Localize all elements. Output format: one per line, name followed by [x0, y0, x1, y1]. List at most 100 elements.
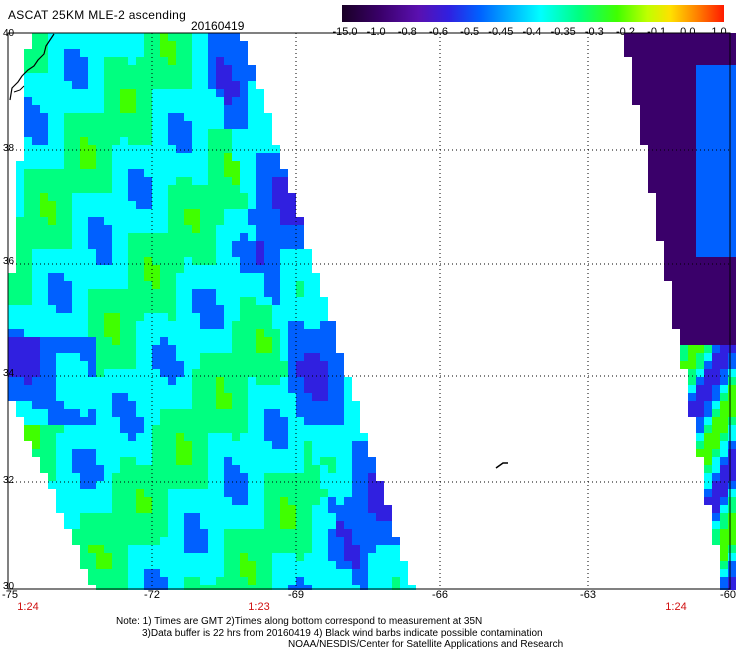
swath-cell: [232, 377, 240, 385]
swath-cell: [64, 441, 72, 449]
swath-cell: [40, 57, 48, 65]
swath-cell: [72, 521, 80, 529]
swath-cell: [96, 393, 104, 401]
swath-cell: [272, 217, 280, 225]
swath-cell: [144, 257, 152, 265]
swath-cell: [344, 465, 352, 473]
swath-cell: [240, 537, 248, 545]
swath-cell: [160, 449, 168, 457]
swath-cell: [712, 257, 720, 265]
swath-cell: [112, 297, 120, 305]
swath-cell: [720, 585, 728, 590]
swath-cell: [280, 329, 288, 337]
swath-cell: [136, 177, 144, 185]
swath-cell: [88, 209, 96, 217]
swath-cell: [200, 289, 208, 297]
swath-cell: [288, 249, 296, 257]
swath-cell: [200, 353, 208, 361]
swath-cell: [104, 377, 112, 385]
swath-cell: [168, 401, 176, 409]
swath-cell: [640, 137, 648, 145]
lat-label-36: 36: [3, 256, 15, 267]
swath-cell: [152, 225, 160, 233]
swath-cell: [96, 345, 104, 353]
swath-cell: [720, 497, 728, 505]
swath-cell: [144, 193, 152, 201]
swath-cell: [176, 329, 184, 337]
swath-cell: [344, 497, 352, 505]
swath-cell: [128, 177, 136, 185]
swath-cell: [240, 297, 248, 305]
swath-cell: [704, 497, 712, 505]
swath-cell: [208, 113, 216, 121]
swath-cell: [304, 529, 312, 537]
swath-cell: [272, 145, 280, 153]
swath-cell: [240, 497, 248, 505]
swath-cell: [312, 577, 320, 585]
swath-cell: [728, 345, 736, 353]
swath-cell: [32, 201, 40, 209]
swath-cell: [712, 249, 720, 257]
swath-cell: [264, 129, 272, 137]
swath-cell: [384, 513, 392, 521]
swath-cell: [120, 57, 128, 65]
swath-cell: [192, 73, 200, 81]
swath-cell: [72, 153, 80, 161]
swath-cell: [192, 393, 200, 401]
swath-cell: [144, 265, 152, 273]
swath-cell: [72, 321, 80, 329]
swath-cell: [696, 121, 704, 129]
swath-cell: [152, 561, 160, 569]
swath-cell: [208, 313, 216, 321]
swath-cell: [712, 225, 720, 233]
swath-cell: [192, 249, 200, 257]
swath-cell: [288, 337, 296, 345]
swath-cell: [200, 153, 208, 161]
swath-cell: [112, 89, 120, 97]
swath-cell: [32, 89, 40, 97]
swath-cell: [248, 369, 256, 377]
swath-cell: [304, 489, 312, 497]
swath-cell: [688, 153, 696, 161]
swath-cell: [64, 153, 72, 161]
swath-cell: [648, 145, 656, 153]
swath-cell: [160, 289, 168, 297]
swath-cell: [72, 81, 80, 89]
swath-cell: [128, 161, 136, 169]
swath-cell: [704, 481, 712, 489]
swath-cell: [184, 73, 192, 81]
swath-cell: [152, 113, 160, 121]
swath-cell: [344, 425, 352, 433]
swath-cell: [688, 345, 696, 353]
swath-cell: [712, 129, 720, 137]
swath-cell: [720, 553, 728, 561]
swath-cell: [64, 401, 72, 409]
swath-cell: [64, 281, 72, 289]
swath-cell: [728, 129, 736, 137]
swath-cell: [328, 401, 336, 409]
swath-cell: [88, 577, 96, 585]
swath-cell: [64, 409, 72, 417]
swath-cell: [160, 361, 168, 369]
swath-cell: [232, 409, 240, 417]
swath-cell: [128, 65, 136, 73]
swath-cell: [184, 585, 192, 590]
swath-cell: [72, 297, 80, 305]
swath-cell: [176, 65, 184, 73]
swath-cell: [176, 489, 184, 497]
swath-cell: [360, 553, 368, 561]
swath-cell: [312, 561, 320, 569]
swath-cell: [264, 305, 272, 313]
swath-cell: [176, 41, 184, 49]
swath-cell: [392, 585, 400, 590]
swath-cell: [32, 41, 40, 49]
swath-cell: [248, 89, 256, 97]
swath-cell: [688, 161, 696, 169]
swath-cell: [296, 545, 304, 553]
swath-cell: [112, 209, 120, 217]
swath-cell: [296, 385, 304, 393]
swath-cell: [40, 337, 48, 345]
swath-cell: [376, 537, 384, 545]
swath-cell: [24, 249, 32, 257]
swath-cell: [640, 129, 648, 137]
